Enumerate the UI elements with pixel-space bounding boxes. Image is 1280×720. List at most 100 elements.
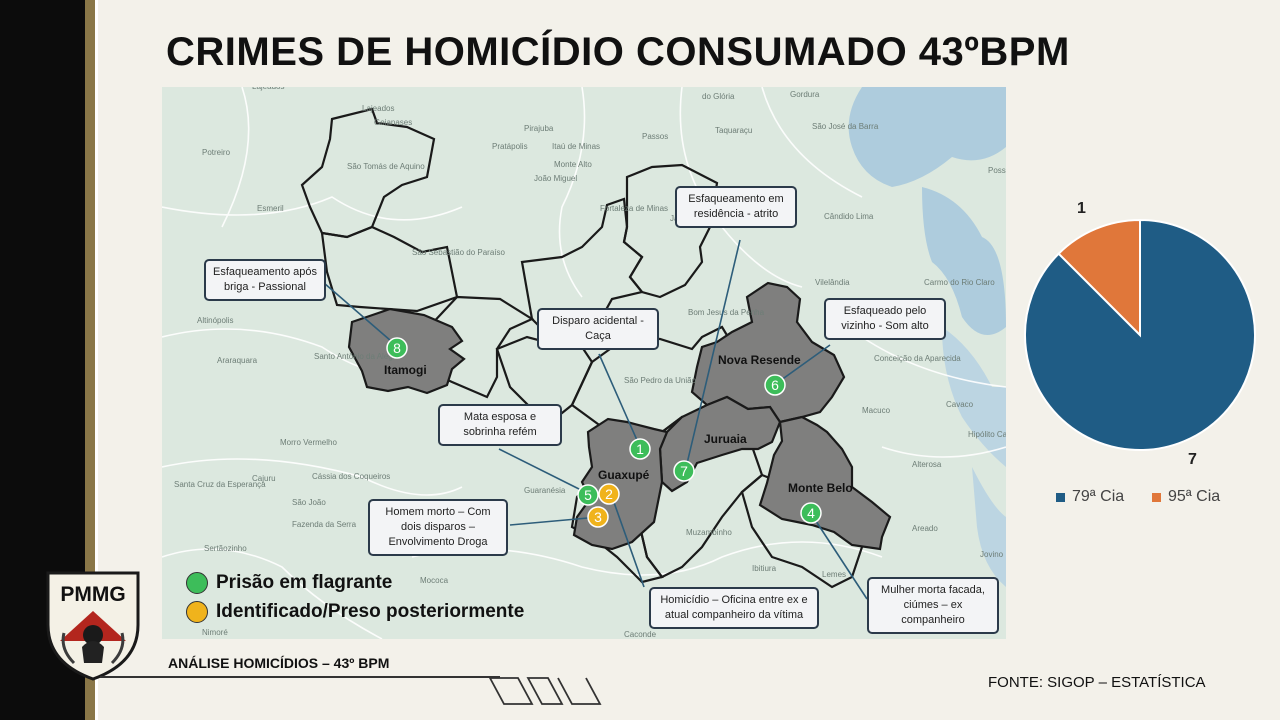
- legend-yellow: Identificado/Preso posteriormente: [186, 601, 524, 623]
- place-morro-vermelho: Morro Vermelho: [280, 438, 337, 447]
- marker-7: 7: [673, 460, 695, 482]
- callout-homem-morto: Homem morto – Com dois disparos – Envolv…: [368, 499, 508, 556]
- marker-1: 1: [629, 438, 651, 460]
- place-ibitiura: Ibitiura: [752, 564, 777, 573]
- callout-nova-resende: Esfaqueado pelo vizinho - Som alto: [824, 298, 946, 340]
- place-altinopolis: Altinópolis: [197, 316, 233, 325]
- pie-legend-95-label: 95ª Cia: [1168, 488, 1221, 505]
- footer-divider: [100, 676, 500, 678]
- place-caconde: Caconde: [624, 630, 657, 639]
- pie-value-95-cia: 1: [1077, 200, 1086, 217]
- place-fortaleza: Fortaleza de Minas: [600, 204, 668, 213]
- place-passos: Passos: [642, 132, 668, 141]
- place-gordura: Gordura: [790, 90, 820, 99]
- page-title: CRIMES DE HOMICÍDIO CONSUMADO 43ºBPM: [166, 30, 1070, 74]
- legend-yellow-label: Identificado/Preso posteriormente: [216, 601, 525, 622]
- svg-text:3: 3: [594, 509, 602, 525]
- marker-4: 4: [800, 502, 822, 524]
- place-sertaozinho: Sertãozinho: [204, 544, 247, 553]
- place-posse: Posse: [988, 166, 1006, 175]
- place-sao-tomas: São Tomás de Aquino: [347, 162, 425, 171]
- logo-figure-icon: [83, 625, 103, 645]
- place-macuco: Macuco: [862, 406, 891, 415]
- leader-line-5: [498, 448, 588, 494]
- footer-label: ANÁLISE HOMICÍDIOS – 43º BPM: [168, 655, 390, 671]
- pie-chart: [1024, 218, 1256, 451]
- source-text: FONTE: SIGOP – ESTATÍSTICA: [988, 674, 1206, 691]
- place-hipolito: Hipólito Candeias: [968, 430, 1006, 439]
- place-fazenda: Fazenda da Serra: [292, 520, 357, 529]
- place-lajeados-2: Lajeados: [362, 104, 394, 113]
- svg-text:1: 1: [636, 441, 644, 457]
- place-sao-sebastiao: São Sebastião do Paraíso: [412, 248, 506, 257]
- svg-text:4: 4: [807, 505, 815, 521]
- place-mococa: Mococa: [420, 576, 449, 585]
- place-taquaracu: Taquaraçu: [715, 126, 752, 135]
- place-alterosa: Alterosa: [912, 460, 942, 469]
- sidebar-white-stripe: [95, 0, 98, 720]
- pie-legend-79-swatch: [1056, 492, 1065, 502]
- place-sao-joao: São João: [292, 498, 326, 507]
- place-sao-pedro: São Pedro da União: [624, 376, 697, 385]
- pie-value-79-cia: 7: [1188, 451, 1197, 468]
- map-svg: Lajeados Lajeados Goianases Pirajuba Pas…: [162, 87, 1006, 639]
- place-santa-cruz: Santa Cruz da Esperança: [174, 480, 266, 489]
- place-joao-miguel: João Miguel: [534, 174, 577, 183]
- place-lemes: Lemes: [822, 570, 846, 579]
- place-cassia: Cássia dos Coqueiros: [312, 472, 390, 481]
- region-label-guaxupe: Guaxupé: [598, 468, 650, 482]
- leader-line-8: [323, 282, 399, 348]
- place-bom-jesus: Bom Jesus da Penha: [688, 308, 765, 317]
- legend-green-dot-icon: [186, 572, 208, 594]
- pie-legend-95-cia: 95ª Cia: [1152, 488, 1220, 506]
- region-guaxupe: [572, 417, 669, 551]
- svg-text:5: 5: [584, 487, 592, 503]
- place-lajeados: Lajeados: [252, 87, 284, 91]
- callout-oficina: Homicídio – Oficina entre ex e atual com…: [649, 587, 819, 629]
- leader-line-3: [509, 516, 600, 526]
- place-vilelandia: Vilelândia: [815, 278, 850, 287]
- place-candido-lima: Cândido Lima: [824, 212, 874, 221]
- marker-8: 8: [386, 337, 408, 359]
- place-jovino: Jovino: [980, 550, 1004, 559]
- region-label-monte-belo: Monte Belo: [788, 481, 853, 495]
- sidebar-gold-stripe: [85, 0, 95, 720]
- callout-disparo: Disparo acidental - Caça: [537, 308, 659, 350]
- place-santo-antonio: Santo Antônio da Alegria: [314, 352, 402, 361]
- callout-itamogi: Esfaqueamento após briga - Passional: [204, 259, 326, 301]
- place-nimore: Nimoré: [202, 628, 228, 637]
- callout-mata-esposa: Mata esposa e sobrinha refém: [438, 404, 562, 446]
- pie-slice-1: [1024, 218, 1256, 451]
- callout-juruaia: Esfaqueamento em residência - atrito: [675, 186, 797, 228]
- svg-text:6: 6: [771, 377, 779, 393]
- legend-green-label: Prisão em flagrante: [216, 572, 393, 593]
- place-goianases: Goianases: [374, 118, 412, 127]
- place-sao-jose-da-barra: São José da Barra: [812, 122, 879, 131]
- place-conceicao: Conceição da Aparecida: [874, 354, 961, 363]
- legend-yellow-dot-icon: [186, 601, 208, 623]
- legend-green: Prisão em flagrante: [186, 572, 392, 594]
- region-monte-belo: [758, 415, 892, 551]
- place-monte-alto: Monte Alto: [554, 160, 592, 169]
- logo-text: PMMG: [60, 583, 125, 606]
- pie-legend-95-swatch: [1152, 492, 1161, 502]
- place-araraquara: Araraquara: [217, 356, 258, 365]
- marker-3: 3: [587, 506, 609, 528]
- place-muzambinho: Muzambinho: [686, 528, 732, 537]
- place-esmeril: Esmeril: [257, 204, 284, 213]
- marker-5: 5: [577, 484, 599, 506]
- logo-laurel-right-icon: [110, 632, 125, 665]
- marker-2: 2: [598, 483, 620, 505]
- marker-6: 6: [764, 374, 786, 396]
- region-label-itamogi: Itamogi: [384, 363, 427, 377]
- region-label-nova-resende: Nova Resende: [718, 353, 801, 367]
- place-pirajuba: Pirajuba: [524, 124, 554, 133]
- leader-line-1: [598, 353, 641, 448]
- place-carmo: Carmo do Rio Claro: [924, 278, 995, 287]
- pie-legend-79-cia: 79ª Cia: [1056, 488, 1124, 506]
- leader-line-6: [776, 344, 831, 384]
- footer-stripes-icon: [488, 677, 602, 705]
- place-guaranesia: Guaranésia: [524, 486, 566, 495]
- callout-mulher-morta: Mulher morta facada, ciúmes – ex companh…: [867, 577, 999, 634]
- leader-line-7: [684, 239, 741, 473]
